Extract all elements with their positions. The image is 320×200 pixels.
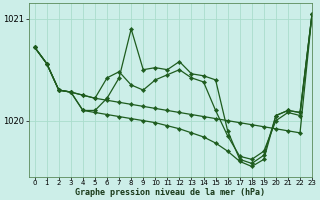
X-axis label: Graphe pression niveau de la mer (hPa): Graphe pression niveau de la mer (hPa)	[76, 188, 265, 197]
